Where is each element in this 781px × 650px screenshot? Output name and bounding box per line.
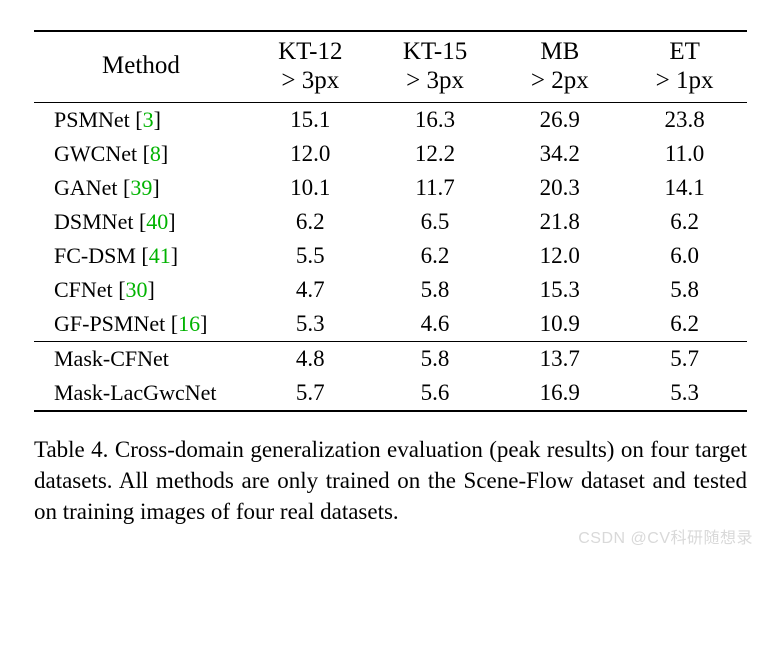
citation-ref: 16 — [178, 311, 200, 336]
col-header-kt15-line1: KT-15 — [403, 38, 467, 65]
value-cell: 16.3 — [373, 102, 498, 137]
method-name: GF-PSMNet — [54, 311, 165, 336]
value-cell: 4.8 — [248, 341, 373, 376]
method-cell: Mask-CFNet — [34, 341, 248, 376]
value-cell: 5.5 — [248, 239, 373, 273]
citation-ref: 40 — [146, 209, 168, 234]
table-row: GANet [39]10.111.720.314.1 — [34, 171, 747, 205]
value-cell: 11.0 — [622, 137, 747, 171]
value-cell: 12.0 — [248, 137, 373, 171]
method-name: DSMNet — [54, 209, 133, 234]
value-cell: 12.0 — [497, 239, 622, 273]
col-header-kt12-line1: KT-12 — [278, 38, 342, 65]
value-cell: 6.5 — [373, 205, 498, 239]
value-cell: 15.1 — [248, 102, 373, 137]
value-cell: 6.0 — [622, 239, 747, 273]
value-cell: 16.9 — [497, 376, 622, 411]
value-cell: 5.6 — [373, 376, 498, 411]
citation-ref: 41 — [149, 243, 171, 268]
citation-ref: 3 — [143, 107, 154, 132]
value-cell: 6.2 — [622, 205, 747, 239]
value-cell: 4.6 — [373, 307, 498, 342]
method-cell: DSMNet [40] — [34, 205, 248, 239]
value-cell: 5.7 — [248, 376, 373, 411]
table-row: GWCNet [8]12.012.234.211.0 — [34, 137, 747, 171]
method-name: Mask-LacGwcNet — [54, 380, 217, 405]
value-cell: 5.8 — [622, 273, 747, 307]
col-header-method: Method — [34, 31, 248, 102]
value-cell: 23.8 — [622, 102, 747, 137]
value-cell: 26.9 — [497, 102, 622, 137]
citation-ref: 39 — [130, 175, 152, 200]
value-cell: 10.1 — [248, 171, 373, 205]
col-header-et: ET > 1px — [622, 31, 747, 102]
value-cell: 21.8 — [497, 205, 622, 239]
value-cell: 14.1 — [622, 171, 747, 205]
value-cell: 10.9 — [497, 307, 622, 342]
table-caption: Table 4. Cross-domain generalization eva… — [34, 434, 747, 527]
col-header-kt12-line2: > 3px — [281, 67, 339, 94]
col-header-kt12: KT-12 > 3px — [248, 31, 373, 102]
method-cell: FC-DSM [41] — [34, 239, 248, 273]
value-cell: 20.3 — [497, 171, 622, 205]
col-header-et-line1: ET — [669, 38, 700, 65]
method-cell: CFNet [30] — [34, 273, 248, 307]
table-row: GF-PSMNet [16]5.34.610.96.2 — [34, 307, 747, 342]
value-cell: 12.2 — [373, 137, 498, 171]
col-header-method-text: Method — [102, 52, 180, 79]
col-header-mb-line1: MB — [540, 38, 579, 65]
method-name: GWCNet — [54, 141, 137, 166]
value-cell: 6.2 — [248, 205, 373, 239]
value-cell: 5.8 — [373, 341, 498, 376]
results-table: Method KT-12 > 3px KT-15 > 3px MB > 2px … — [34, 30, 747, 412]
method-cell: Mask-LacGwcNet — [34, 376, 248, 411]
table-row: PSMNet [3]15.116.326.923.8 — [34, 102, 747, 137]
value-cell: 5.7 — [622, 341, 747, 376]
method-cell: GF-PSMNet [16] — [34, 307, 248, 342]
table-row: DSMNet [40]6.26.521.86.2 — [34, 205, 747, 239]
value-cell: 5.3 — [248, 307, 373, 342]
col-header-et-line2: > 1px — [656, 67, 714, 94]
citation-ref: 30 — [126, 277, 148, 302]
method-name: PSMNet — [54, 107, 130, 132]
value-cell: 34.2 — [497, 137, 622, 171]
method-name: FC-DSM — [54, 243, 136, 268]
value-cell: 6.2 — [622, 307, 747, 342]
method-name: Mask-CFNet — [54, 346, 169, 371]
table-row: Mask-LacGwcNet 5.75.616.95.3 — [34, 376, 747, 411]
method-name: CFNet — [54, 277, 113, 302]
value-cell: 13.7 — [497, 341, 622, 376]
col-header-kt15-line2: > 3px — [406, 67, 464, 94]
value-cell: 5.3 — [622, 376, 747, 411]
value-cell: 11.7 — [373, 171, 498, 205]
table-row: Mask-CFNet 4.85.813.75.7 — [34, 341, 747, 376]
col-header-mb: MB > 2px — [497, 31, 622, 102]
citation-ref: 8 — [150, 141, 161, 166]
method-cell: GANet [39] — [34, 171, 248, 205]
table-row: CFNet [30]4.75.815.35.8 — [34, 273, 747, 307]
method-name: GANet — [54, 175, 118, 200]
value-cell: 15.3 — [497, 273, 622, 307]
value-cell: 5.8 — [373, 273, 498, 307]
method-cell: GWCNet [8] — [34, 137, 248, 171]
col-header-kt15: KT-15 > 3px — [373, 31, 498, 102]
table-row: FC-DSM [41]5.56.212.06.0 — [34, 239, 747, 273]
method-cell: PSMNet [3] — [34, 102, 248, 137]
watermark-text: CSDN @CV科研随想录 — [578, 524, 753, 548]
col-header-mb-line2: > 2px — [531, 67, 589, 94]
value-cell: 4.7 — [248, 273, 373, 307]
value-cell: 6.2 — [373, 239, 498, 273]
